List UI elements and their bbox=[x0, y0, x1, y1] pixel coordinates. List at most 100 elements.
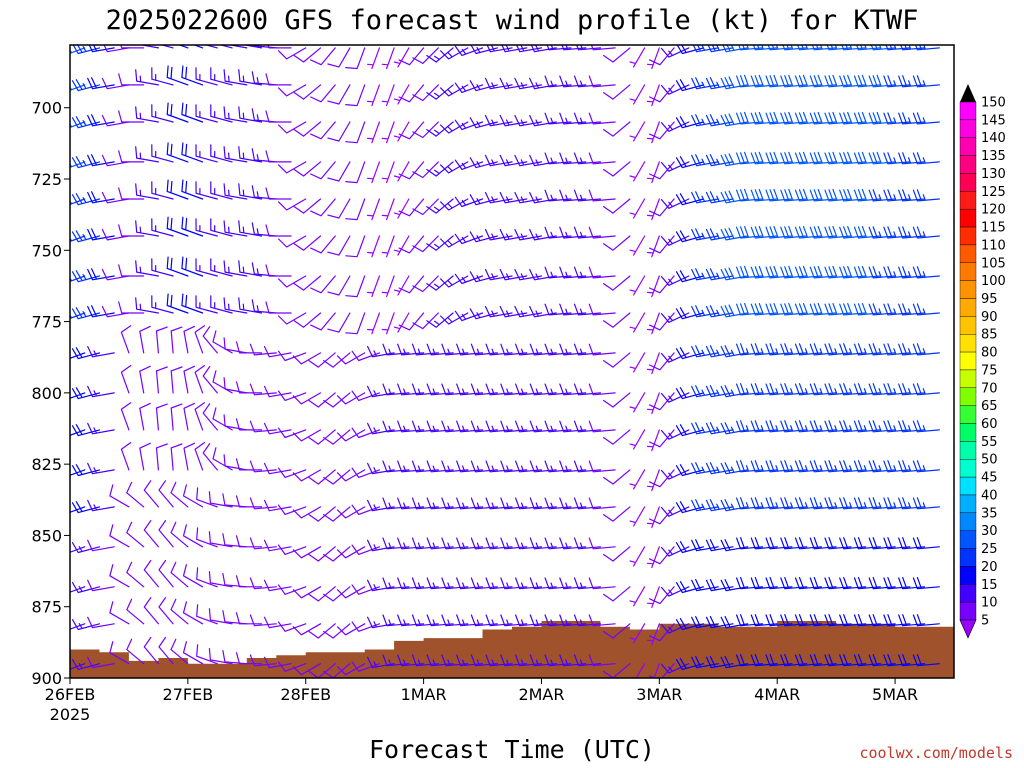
wind-barb bbox=[707, 45, 734, 53]
wind-barb bbox=[87, 114, 115, 127]
wind-barb bbox=[809, 226, 837, 239]
wind-barb bbox=[223, 69, 248, 86]
wind-barb bbox=[603, 275, 631, 291]
colorbar-segment bbox=[959, 316, 977, 335]
wind-barb bbox=[912, 614, 940, 627]
colorbar-label: 95 bbox=[981, 292, 998, 307]
wind-barb bbox=[223, 106, 248, 123]
wind-barb bbox=[809, 151, 837, 165]
wind-barb bbox=[736, 74, 764, 88]
wind-barb bbox=[794, 460, 822, 473]
wind-barb bbox=[398, 47, 425, 66]
wind-barb bbox=[118, 110, 145, 123]
wind-barb bbox=[166, 102, 189, 123]
wind-barb bbox=[454, 310, 484, 322]
wind-barb bbox=[646, 469, 660, 492]
wind-barb bbox=[235, 418, 263, 431]
wind-barb bbox=[603, 352, 631, 368]
x-tick-label: 28FEB bbox=[280, 685, 331, 704]
wind-barb bbox=[194, 365, 205, 394]
wind-barb bbox=[898, 383, 926, 396]
wind-barb bbox=[249, 497, 277, 510]
y-tick-label: 750 bbox=[31, 241, 62, 260]
wind-barb bbox=[336, 586, 366, 599]
wind-barb bbox=[155, 366, 168, 394]
wind-barb bbox=[722, 45, 749, 53]
wind-barb bbox=[238, 106, 263, 123]
wind-barb bbox=[170, 561, 189, 588]
y-tick-label: 900 bbox=[31, 669, 62, 688]
wind-barb bbox=[143, 520, 159, 548]
wind-barb bbox=[182, 601, 204, 625]
wind-barb bbox=[839, 343, 867, 356]
wind-barb bbox=[202, 366, 218, 394]
wind-barb bbox=[118, 224, 145, 237]
wind-barb bbox=[393, 84, 410, 105]
wind-barb bbox=[853, 188, 881, 202]
wind-barb bbox=[576, 45, 601, 51]
wind-barb bbox=[454, 273, 484, 285]
wind-barb bbox=[809, 497, 837, 510]
colorbar-segment bbox=[959, 298, 977, 317]
wind-barb bbox=[327, 121, 351, 142]
wind-barb bbox=[367, 47, 380, 70]
y-tick-label: 875 bbox=[31, 598, 62, 617]
wind-barb bbox=[151, 295, 174, 314]
wind-barb bbox=[603, 235, 631, 251]
wind-barb bbox=[238, 146, 263, 163]
wind-barb bbox=[393, 198, 410, 219]
wind-barb bbox=[853, 151, 881, 165]
colorbar-label: 145 bbox=[981, 113, 1006, 128]
wind-barb bbox=[166, 179, 189, 200]
wind-barb bbox=[70, 546, 71, 548]
wind-barb bbox=[278, 47, 307, 60]
wind-barb bbox=[454, 196, 484, 208]
wind-barb bbox=[868, 226, 896, 239]
wind-barb bbox=[691, 191, 719, 204]
wind-barb bbox=[868, 266, 896, 279]
wind-barb bbox=[736, 303, 764, 316]
wind-barb bbox=[824, 74, 852, 88]
wind-barb bbox=[393, 47, 410, 68]
wind-barb bbox=[912, 654, 940, 667]
wind-barb bbox=[71, 270, 101, 283]
wind-barb bbox=[839, 497, 867, 510]
wind-barb bbox=[71, 659, 101, 670]
wind-barb bbox=[912, 343, 940, 356]
wind-barb bbox=[912, 112, 940, 125]
wind-barb bbox=[629, 586, 646, 607]
colorbar-label: 135 bbox=[981, 149, 1006, 164]
wind-barb bbox=[158, 636, 174, 665]
wind-barb bbox=[824, 226, 852, 239]
wind-barb bbox=[765, 188, 793, 202]
wind-barb bbox=[222, 650, 248, 665]
wind-barb bbox=[454, 82, 484, 93]
wind-barb bbox=[736, 111, 764, 125]
wind-barb bbox=[691, 114, 719, 127]
wind-barb bbox=[158, 520, 174, 548]
wind-barb bbox=[251, 222, 277, 237]
wind-barb bbox=[885, 45, 911, 51]
wind-barb bbox=[809, 265, 837, 279]
colorbar-label: 100 bbox=[981, 274, 1006, 289]
wind-barb bbox=[70, 506, 86, 513]
wind-barb bbox=[367, 235, 380, 258]
x-axis-title: Forecast Time (UTC) bbox=[369, 735, 655, 764]
wind-barb bbox=[853, 303, 881, 316]
wind-barb bbox=[868, 383, 896, 396]
wind-barb bbox=[870, 45, 896, 51]
wind-barb bbox=[412, 161, 439, 179]
wind-barb bbox=[238, 183, 263, 200]
wind-barb bbox=[235, 652, 263, 665]
wind-barb bbox=[603, 47, 631, 63]
wind-barb bbox=[70, 312, 86, 320]
wind-barb bbox=[912, 189, 940, 202]
wind-barb bbox=[765, 111, 793, 125]
wind-barb bbox=[649, 352, 675, 371]
wind-barb bbox=[646, 161, 660, 184]
colorbar-segment bbox=[959, 119, 977, 138]
wind-barb bbox=[278, 198, 307, 211]
colorbar-label: 20 bbox=[981, 560, 998, 575]
wind-barb bbox=[750, 74, 778, 88]
wind-barb bbox=[440, 275, 469, 288]
